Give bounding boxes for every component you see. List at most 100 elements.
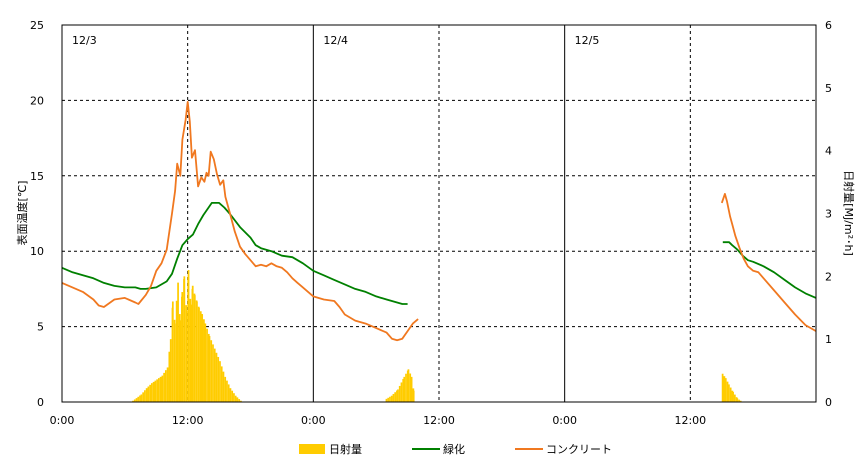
y-axis-right-title: 日射量[MJ/m²･h] — [842, 170, 856, 256]
radiation-bar — [227, 384, 230, 402]
radiation-bar — [189, 304, 192, 402]
radiation-bar — [233, 393, 235, 402]
y-right-tick-label: 4 — [825, 145, 832, 158]
radiation-bar — [163, 372, 165, 402]
radiation-bar — [739, 400, 742, 402]
radiation-bar — [397, 389, 399, 402]
radiation-bar — [726, 381, 729, 402]
radiation-bar — [142, 392, 145, 402]
radiation-bar — [738, 399, 740, 402]
radiation-bar — [154, 380, 157, 402]
radiation-bar — [385, 398, 388, 402]
radiation-bar — [135, 398, 138, 402]
legend: 日射量 緑化 コンクリート — [299, 442, 612, 456]
concrete-line — [720, 193, 817, 332]
radiation-bar — [203, 319, 205, 402]
day-label-layer: 12/3 12/4 12/5 — [72, 34, 599, 47]
y-right-tick-label: 5 — [825, 82, 832, 95]
radiation-bar — [199, 311, 202, 402]
radiation-bar — [728, 384, 730, 402]
radiation-bar — [140, 394, 143, 402]
radiation-bar — [721, 373, 724, 402]
radiation-bar — [736, 398, 739, 402]
radiation-bar — [729, 387, 732, 402]
radiation-bar — [166, 367, 169, 402]
x-tick-label: 0:00 — [301, 414, 326, 427]
radiation-bar — [157, 378, 160, 402]
radiation-bar — [196, 301, 198, 402]
radiation-bar — [387, 397, 390, 402]
radiation-bar — [144, 390, 146, 402]
concrete-line — [61, 101, 419, 342]
x-tick-label: 0:00 — [50, 414, 75, 427]
y-right-tick-label: 1 — [825, 333, 832, 346]
y-left-tick-label: 15 — [30, 170, 44, 183]
plot-frame — [61, 24, 817, 403]
radiation-bar — [398, 385, 401, 402]
x-tick-label: 12:00 — [674, 414, 706, 427]
radiation-bar — [171, 301, 174, 402]
day-label: 12/4 — [323, 34, 348, 47]
radiation-bar — [392, 393, 395, 402]
radiation-bar — [183, 276, 186, 402]
radiation-bar — [147, 386, 150, 402]
radiation-bar — [139, 395, 141, 402]
x-tick-label: 12:00 — [423, 414, 455, 427]
radiation-bar — [390, 395, 393, 402]
bars-layer — [132, 270, 742, 402]
radiation-bar — [410, 376, 413, 402]
radiation-bar — [204, 323, 207, 402]
radiation-bar — [164, 370, 167, 402]
legend-label-greening: 緑化 — [443, 442, 465, 456]
radiation-bar — [396, 390, 398, 402]
greening-line — [61, 202, 408, 305]
y-axis-left-title: 表面温度[℃] — [15, 181, 29, 246]
radiation-bar — [181, 292, 184, 402]
y-left-tick-label: 10 — [30, 245, 44, 258]
radiation-bar — [152, 381, 155, 402]
radiation-bar — [159, 376, 162, 402]
radiation-bar — [133, 399, 136, 402]
legend-label-concrete: コンクリート — [546, 443, 612, 456]
radiation-bar — [156, 379, 158, 402]
radiation-bar — [732, 391, 734, 402]
radiation-bar — [723, 376, 726, 402]
radiation-bar — [733, 394, 736, 402]
radiation-bar — [222, 371, 225, 402]
radiation-bar — [226, 380, 228, 402]
x-tick-label: 0:00 — [552, 414, 577, 427]
day-label: 12/3 — [72, 34, 97, 47]
radiation-bar — [210, 340, 213, 402]
radiation-bar — [217, 356, 220, 402]
radiation-bar — [193, 295, 196, 402]
radiation-bar — [198, 307, 200, 402]
legend-label-radiation: 日射量 — [329, 442, 362, 456]
radiation-bar — [236, 397, 239, 402]
radiation-bar — [201, 314, 204, 402]
radiation-bar — [213, 348, 216, 402]
radiation-bar — [409, 373, 412, 402]
radiation-bar — [151, 383, 153, 402]
radiation-bar — [174, 323, 176, 402]
radiation-bar — [405, 373, 407, 402]
day-label: 12/5 — [575, 34, 600, 47]
radiation-bar — [132, 400, 134, 402]
radiation-bar — [400, 382, 403, 402]
radiation-bar — [206, 328, 208, 402]
radiation-bar — [191, 285, 194, 402]
y-left-tick-label: 20 — [30, 94, 44, 107]
greening-line — [722, 241, 817, 299]
radiation-bar — [240, 400, 242, 402]
radiation-bar — [402, 378, 405, 402]
x-tick-label: 12:00 — [172, 414, 204, 427]
radiation-bar — [168, 351, 171, 402]
radiation-bar — [403, 376, 406, 402]
y-left-tick-label: 0 — [37, 396, 44, 409]
radiation-bar — [215, 352, 218, 402]
radiation-bar — [229, 388, 232, 402]
y-left-tick-label: 5 — [37, 321, 44, 334]
radiation-bar — [220, 366, 223, 402]
radiation-bar — [238, 399, 241, 402]
radiation-bar — [169, 339, 172, 402]
